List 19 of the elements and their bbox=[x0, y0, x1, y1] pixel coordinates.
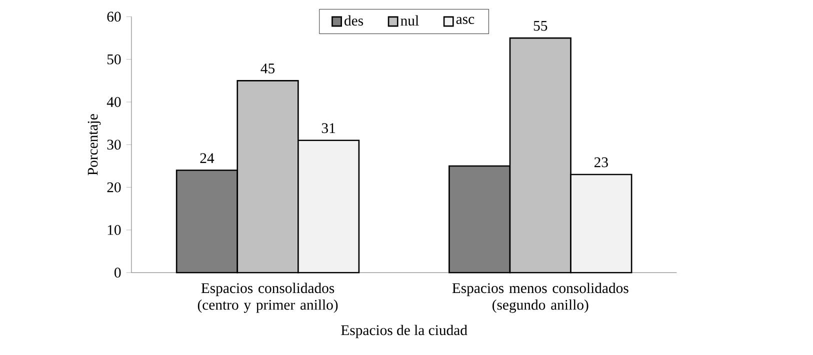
y-tick-label: 30 bbox=[107, 140, 121, 150]
data-label: 24 bbox=[200, 153, 214, 163]
y-tick-label: 50 bbox=[107, 54, 121, 64]
data-label: 55 bbox=[534, 20, 548, 31]
y-tick-label: 0 bbox=[114, 267, 121, 278]
x-tick-label: Espacios menos consolidados (segundo anillo) bbox=[452, 282, 628, 313]
y-tick-label: 60 bbox=[107, 12, 121, 22]
legend-label: des bbox=[344, 15, 364, 26]
data-label: 23 bbox=[594, 157, 608, 168]
data-label: 31 bbox=[322, 123, 336, 133]
y-tick-label: 10 bbox=[108, 224, 121, 235]
data-label: 45 bbox=[260, 63, 275, 74]
legend-label: asc bbox=[456, 16, 474, 24]
y-tick-label: 20 bbox=[107, 182, 121, 192]
y-tick-label: 40 bbox=[106, 96, 121, 107]
y-axis-title: Porcentaje bbox=[88, 114, 101, 176]
x-tick-label: Espacios consolidados (centro y primer anillo) bbox=[198, 282, 338, 313]
x-axis-title: Espacios de la ciudad bbox=[341, 324, 468, 338]
legend-label: nul bbox=[400, 15, 419, 26]
